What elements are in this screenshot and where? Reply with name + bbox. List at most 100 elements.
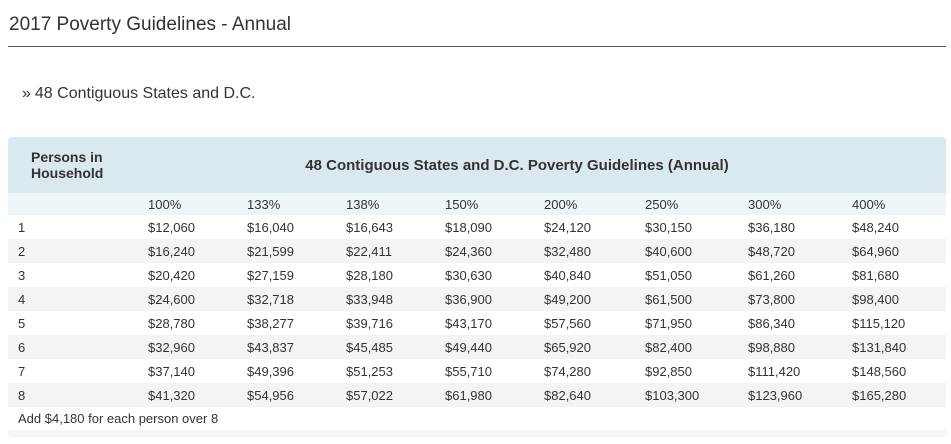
guideline-value: $45,485 bbox=[346, 335, 445, 359]
guideline-value: $165,280 bbox=[852, 383, 946, 407]
guideline-value: $111,420 bbox=[748, 359, 852, 383]
guideline-value: $92,850 bbox=[645, 359, 748, 383]
household-size-cell: 4 bbox=[8, 287, 148, 311]
guideline-value: $40,840 bbox=[544, 263, 645, 287]
guideline-value: $27,159 bbox=[247, 263, 346, 287]
guideline-value: $24,600 bbox=[148, 287, 247, 311]
percent-header: 138% bbox=[346, 193, 445, 215]
guideline-value: $148,560 bbox=[852, 359, 946, 383]
household-size-cell: 1 bbox=[8, 215, 148, 239]
guideline-value: $28,180 bbox=[346, 263, 445, 287]
guideline-value: $73,800 bbox=[748, 287, 852, 311]
guideline-value: $123,960 bbox=[748, 383, 852, 407]
percent-header: 100% bbox=[148, 193, 247, 215]
guideline-value: $28,780 bbox=[148, 311, 247, 335]
table-footnote-row: Add $4,180 for each person over 8 bbox=[8, 407, 946, 430]
guideline-value: $22,411 bbox=[346, 239, 445, 263]
guideline-value: $43,170 bbox=[445, 311, 544, 335]
guideline-value: $57,022 bbox=[346, 383, 445, 407]
guideline-value: $24,360 bbox=[445, 239, 544, 263]
guideline-value: $38,277 bbox=[247, 311, 346, 335]
guideline-value: $115,120 bbox=[852, 311, 946, 335]
table-row: 2 $16,240 $21,599 $22,411 $24,360 $32,48… bbox=[8, 239, 946, 263]
percent-header-row: 100% 133% 138% 150% 200% 250% 300% 400% bbox=[8, 193, 946, 215]
guideline-value: $81,680 bbox=[852, 263, 946, 287]
table-header-row: Persons in Household 48 Contiguous State… bbox=[8, 137, 946, 193]
guideline-value: $32,480 bbox=[544, 239, 645, 263]
region-link-label: 48 Contiguous States and D.C. bbox=[34, 85, 256, 102]
percent-row-blank-cell bbox=[8, 193, 148, 215]
poverty-guidelines-table-container: Persons in Household 48 Contiguous State… bbox=[8, 137, 946, 437]
persons-header-line2: Household bbox=[31, 165, 104, 181]
percent-header: 200% bbox=[544, 193, 645, 215]
household-size-cell: 5 bbox=[8, 311, 148, 335]
guideline-value: $40,600 bbox=[645, 239, 748, 263]
guideline-value: $43,837 bbox=[247, 335, 346, 359]
table-row: 3 $20,420 $27,159 $28,180 $30,630 $40,84… bbox=[8, 263, 946, 287]
guideline-value: $41,320 bbox=[148, 383, 247, 407]
guideline-value: $33,948 bbox=[346, 287, 445, 311]
table-row: 8 $41,320 $54,956 $57,022 $61,980 $82,64… bbox=[8, 383, 946, 407]
percent-header: 300% bbox=[748, 193, 852, 215]
guideline-value: $30,150 bbox=[645, 215, 748, 239]
guideline-value: $54,956 bbox=[247, 383, 346, 407]
guideline-value: $65,920 bbox=[544, 335, 645, 359]
guideline-value: $51,050 bbox=[645, 263, 748, 287]
guideline-value: $98,400 bbox=[852, 287, 946, 311]
table-row: 4 $24,600 $32,718 $33,948 $36,900 $49,20… bbox=[8, 287, 946, 311]
table-footnote: Add $4,180 for each person over 8 bbox=[8, 407, 946, 430]
guidelines-header: 48 Contiguous States and D.C. Poverty Gu… bbox=[148, 137, 946, 193]
guideline-value: $32,960 bbox=[148, 335, 247, 359]
percent-header: 133% bbox=[247, 193, 346, 215]
household-size-cell: 7 bbox=[8, 359, 148, 383]
guideline-value: $16,040 bbox=[247, 215, 346, 239]
guideline-value: $74,280 bbox=[544, 359, 645, 383]
household-size-cell: 6 bbox=[8, 335, 148, 359]
poverty-guidelines-table: Persons in Household 48 Contiguous State… bbox=[8, 137, 946, 430]
guideline-value: $16,240 bbox=[148, 239, 247, 263]
guideline-value: $82,400 bbox=[645, 335, 748, 359]
page-title: 2017 Poverty Guidelines - Annual bbox=[9, 14, 292, 35]
guideline-value: $131,840 bbox=[852, 335, 946, 359]
guideline-value: $37,140 bbox=[148, 359, 247, 383]
table-row: 5 $28,780 $38,277 $39,716 $43,170 $57,56… bbox=[8, 311, 946, 335]
guideline-value: $16,643 bbox=[346, 215, 445, 239]
guideline-value: $55,710 bbox=[445, 359, 544, 383]
guideline-value: $21,599 bbox=[247, 239, 346, 263]
guideline-value: $36,900 bbox=[445, 287, 544, 311]
percent-header: 250% bbox=[645, 193, 748, 215]
guideline-value: $49,200 bbox=[544, 287, 645, 311]
double-chevron-right-icon: » bbox=[22, 85, 31, 102]
guideline-value: $49,396 bbox=[247, 359, 346, 383]
persons-in-household-header: Persons in Household bbox=[8, 137, 148, 193]
guideline-value: $61,980 bbox=[445, 383, 544, 407]
title-divider bbox=[8, 46, 946, 47]
guideline-value: $48,240 bbox=[852, 215, 946, 239]
guideline-value: $36,180 bbox=[748, 215, 852, 239]
household-size-cell: 2 bbox=[8, 239, 148, 263]
guideline-value: $71,950 bbox=[645, 311, 748, 335]
guideline-value: $57,560 bbox=[544, 311, 645, 335]
guideline-value: $82,640 bbox=[544, 383, 645, 407]
table-row: 7 $37,140 $49,396 $51,253 $55,710 $74,28… bbox=[8, 359, 946, 383]
region-link[interactable]: » 48 Contiguous States and D.C. bbox=[22, 85, 255, 103]
guideline-value: $61,260 bbox=[748, 263, 852, 287]
guideline-value: $39,716 bbox=[346, 311, 445, 335]
guideline-value: $103,300 bbox=[645, 383, 748, 407]
household-size-cell: 3 bbox=[8, 263, 148, 287]
guideline-value: $51,253 bbox=[346, 359, 445, 383]
table-row: 1 $12,060 $16,040 $16,643 $18,090 $24,12… bbox=[8, 215, 946, 239]
guideline-value: $48,720 bbox=[748, 239, 852, 263]
guideline-value: $32,718 bbox=[247, 287, 346, 311]
guideline-value: $64,960 bbox=[852, 239, 946, 263]
percent-header: 400% bbox=[852, 193, 946, 215]
guideline-value: $61,500 bbox=[645, 287, 748, 311]
table-row: 6 $32,960 $43,837 $45,485 $49,440 $65,92… bbox=[8, 335, 946, 359]
persons-header-line1: Persons in bbox=[31, 149, 103, 165]
percent-header: 150% bbox=[445, 193, 544, 215]
guideline-value: $24,120 bbox=[544, 215, 645, 239]
guideline-value: $30,630 bbox=[445, 263, 544, 287]
guideline-value: $86,340 bbox=[748, 311, 852, 335]
guideline-value: $98,880 bbox=[748, 335, 852, 359]
guideline-value: $18,090 bbox=[445, 215, 544, 239]
